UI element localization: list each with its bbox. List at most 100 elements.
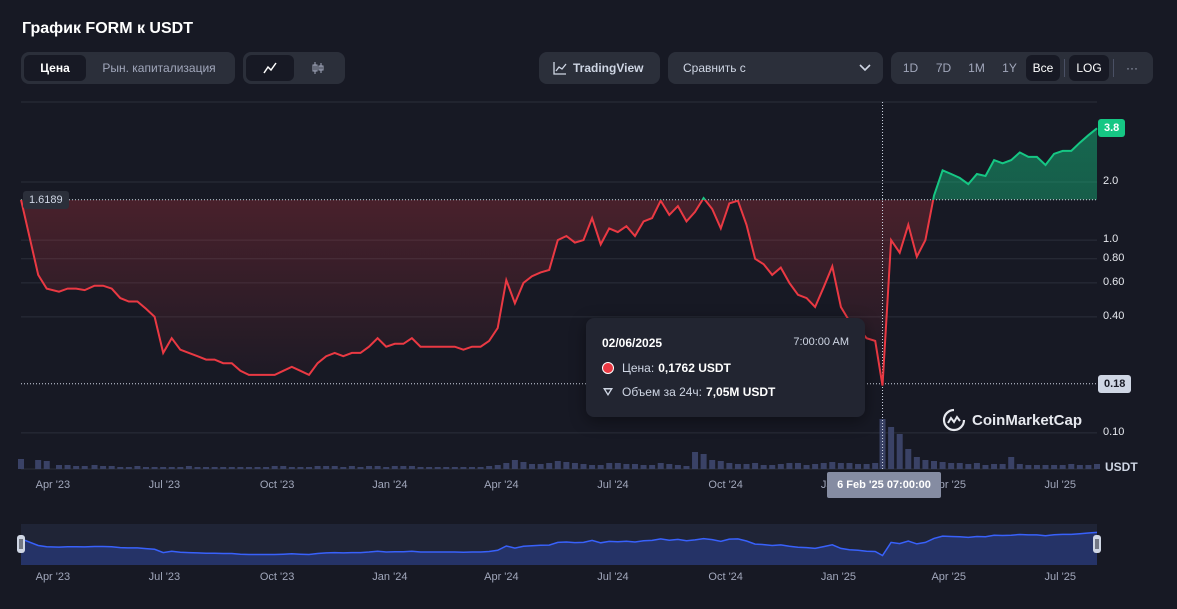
x-tick-label: Oct '23 xyxy=(259,479,295,491)
volume-bar xyxy=(896,434,903,469)
volume-bar xyxy=(777,464,784,469)
volume-bar xyxy=(91,465,98,469)
above-baseline-area xyxy=(21,128,1097,200)
volume-bar xyxy=(400,466,407,469)
volume-bar xyxy=(812,464,819,469)
range-1d-button[interactable]: 1D xyxy=(902,61,919,75)
tooltip: 02/06/2025 7:00:00 AM Цена: 0,1762 USDT … xyxy=(586,318,865,417)
log-scale-button[interactable]: LOG xyxy=(1069,55,1109,81)
volume-bar xyxy=(280,466,287,469)
volume-bar xyxy=(383,467,390,469)
tooltip-volume-row: Объем за 24ч: 7,05M USDT xyxy=(602,385,775,399)
volume-bar xyxy=(666,464,673,469)
volume-bar xyxy=(752,463,759,469)
tooltip-price-value: 0,1762 USDT xyxy=(658,361,731,375)
volume-bar xyxy=(863,464,870,469)
volume-bar xyxy=(117,467,124,469)
volume-bar xyxy=(905,449,912,469)
volume-bar xyxy=(1051,465,1058,469)
volume-bar xyxy=(939,462,946,469)
price-dot-icon xyxy=(602,362,614,374)
volume-bar xyxy=(956,463,963,469)
range-1m-button[interactable]: 1M xyxy=(968,61,985,75)
volume-bar xyxy=(477,467,484,469)
x-tick-label: Apr '24 xyxy=(484,479,519,491)
line-chart-button[interactable] xyxy=(246,55,294,81)
volume-bar xyxy=(237,467,244,469)
volume-bar xyxy=(597,465,604,469)
volume-bar xyxy=(837,463,844,469)
volume-bar xyxy=(81,466,88,469)
volume-bar xyxy=(829,462,836,469)
price-tab[interactable]: Цена xyxy=(24,55,86,81)
volume-bar xyxy=(305,467,312,469)
candle-chart-button[interactable] xyxy=(294,55,342,81)
tradingview-label: TradingView xyxy=(573,61,644,75)
volume-bar xyxy=(717,461,724,469)
volume-bar xyxy=(948,463,955,469)
y-tick-label: 0.60 xyxy=(1103,275,1125,288)
price-line-up xyxy=(20,127,1098,200)
volume-bar xyxy=(391,466,398,469)
x-tick-label: Jul '24 xyxy=(597,479,629,491)
navigator-handle-left[interactable] xyxy=(17,535,25,553)
baseline-badge: 1.6189 xyxy=(23,190,69,209)
volume-bar xyxy=(614,463,621,469)
volume-bar xyxy=(973,463,980,469)
navigator-handle-right[interactable] xyxy=(1093,535,1101,553)
volume-bar xyxy=(73,466,80,469)
volume-bar xyxy=(692,452,699,469)
navigator-tick-label: Jul '24 xyxy=(597,571,629,583)
volume-bars xyxy=(18,419,1100,469)
volume-bar xyxy=(64,465,71,469)
current-price-badge: 3.8 xyxy=(1098,119,1126,138)
volume-bar xyxy=(503,463,510,469)
volume-bar xyxy=(709,460,716,469)
y-tick-label: 0.40 xyxy=(1103,309,1125,322)
price-line-down xyxy=(20,199,935,386)
volume-bar xyxy=(537,464,544,469)
y-tick-label: 0.10 xyxy=(1103,425,1125,438)
volume-bar xyxy=(288,467,295,469)
volume-bar xyxy=(922,460,929,469)
volume-bar xyxy=(913,457,920,469)
volume-bar xyxy=(631,464,638,469)
volume-bar xyxy=(700,454,707,469)
y-axis-unit: USDT xyxy=(1105,460,1138,474)
more-button[interactable]: ··· xyxy=(1126,61,1138,75)
volume-bar xyxy=(211,467,218,469)
volume-bar xyxy=(486,466,493,469)
compare-select[interactable]: Сравнить с xyxy=(668,52,883,84)
compare-placeholder: Сравнить с xyxy=(683,61,746,75)
volume-bar xyxy=(100,466,107,469)
volume-bar xyxy=(323,466,330,469)
volume-bar xyxy=(228,467,235,469)
volume-bar xyxy=(331,466,338,469)
range-1y-button[interactable]: 1Y xyxy=(1002,61,1017,75)
volume-bar xyxy=(426,467,433,469)
volume-bar xyxy=(177,467,184,469)
y-tick-label: 2.0 xyxy=(1103,175,1119,188)
volume-bar xyxy=(683,466,690,469)
tradingview-button[interactable]: TradingView xyxy=(539,52,660,84)
volume-bar xyxy=(263,467,270,469)
volume-bar xyxy=(554,461,561,469)
volume-bar xyxy=(726,463,733,469)
volume-bar xyxy=(134,466,141,469)
grid-lines xyxy=(21,101,1097,470)
marketcap-tab[interactable]: Рын. капитализация xyxy=(102,61,216,75)
tooltip-price-label: Цена: xyxy=(622,361,655,375)
chart-type-switch xyxy=(243,52,345,84)
navigator-tick-label: Apr '24 xyxy=(484,571,519,583)
volume-bar xyxy=(434,467,441,469)
volume-bar xyxy=(1094,464,1100,469)
range-7d-button[interactable]: 7D xyxy=(935,61,952,75)
volume-bar xyxy=(846,463,853,469)
volume-bar xyxy=(168,467,175,469)
separator xyxy=(1064,59,1065,77)
range-all-button[interactable]: Все xyxy=(1026,55,1060,81)
volume-bar xyxy=(1033,465,1040,469)
volume-bar xyxy=(271,466,278,469)
volume-bar xyxy=(43,461,50,469)
